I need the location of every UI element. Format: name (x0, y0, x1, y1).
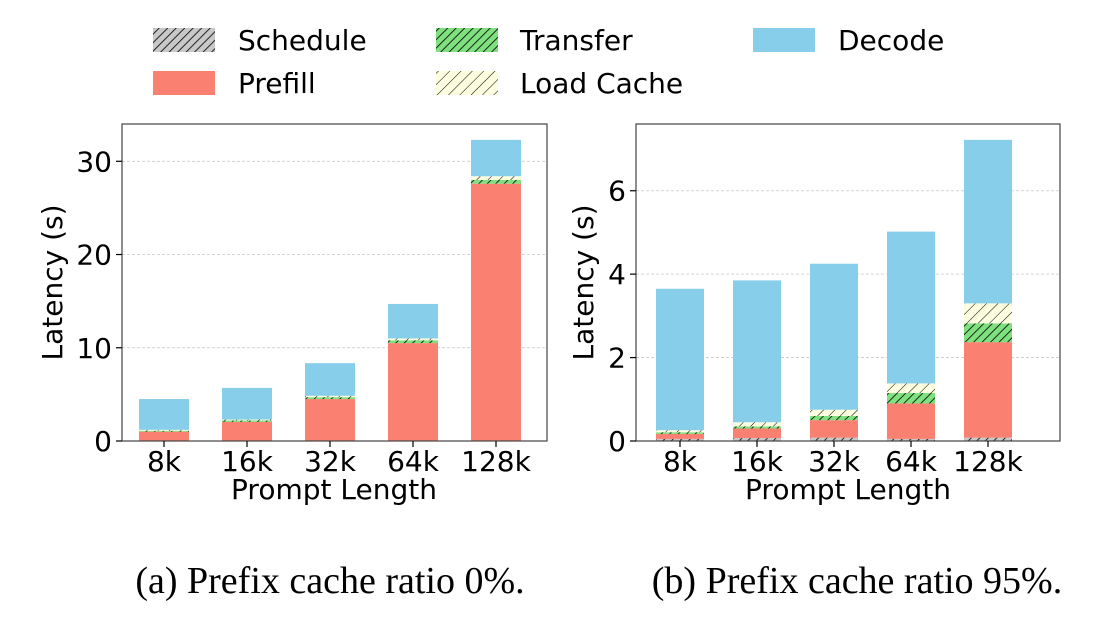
legend-item-decode: Decode (753, 24, 944, 57)
bar-hatch-a-16k-transfer (222, 420, 272, 422)
legend-label-schedule: Schedule (238, 24, 367, 57)
bar-hatch-a-32k-load_cache (305, 395, 355, 398)
bar-hatch-a-64k-load_cache (388, 338, 438, 341)
x-axis-label-a: Prompt Length (231, 473, 437, 506)
bar-a-32k-prefill (305, 399, 355, 441)
bar-hatch-a-8k-transfer (139, 430, 189, 432)
bar-hatch-b-64k-schedule (887, 438, 935, 441)
legend: Schedule Transfer Decode Prefill Load Ca… (153, 24, 944, 100)
bar-hatch-a-128k-transfer (471, 179, 521, 184)
bar-hatch-a-8k-load_cache (139, 429, 189, 431)
bar-hatch-b-32k-load_cache (810, 409, 858, 416)
bar-b-8k-decode (656, 288, 704, 431)
bar-a-16k-prefill (222, 421, 272, 441)
bar-hatch-b-32k-transfer (810, 415, 858, 421)
bar-b-8k-prefill (656, 433, 704, 439)
x-tick-label-a-2: 32k (304, 445, 357, 478)
bar-hatch-b-32k-schedule (810, 437, 858, 441)
y-tick-label-b-0: 0 (608, 425, 626, 458)
y-axis-label-b: Latency (s) (567, 204, 600, 360)
bar-hatch-b-16k-load_cache (733, 422, 781, 427)
bar-a-128k-prefill (471, 183, 521, 441)
bar-hatch-b-64k-transfer (887, 393, 935, 404)
bar-b-16k-prefill (733, 428, 781, 439)
y-tick-label-a-2: 20 (76, 239, 112, 272)
x-tick-label-b-4: 128k (953, 445, 1023, 478)
x-tick-label-b-2: 32k (808, 445, 861, 478)
bar-b-64k-decode (887, 231, 935, 384)
axes-frame-a (121, 123, 548, 442)
bar-a-64k-decode (388, 303, 438, 339)
x-tick-label-a-3: 64k (387, 445, 440, 478)
bar-hatch-b-8k-transfer (656, 432, 704, 434)
legend-swatch-decode (753, 28, 815, 52)
legend-item-prefill: Prefill (153, 67, 316, 100)
legend-label-decode: Decode (838, 24, 944, 57)
y-tick-label-a-1: 10 (76, 332, 112, 365)
bar-a-32k-decode (305, 363, 355, 396)
y-tick-label-b-2: 4 (608, 258, 626, 291)
axes-frame-b (635, 123, 1061, 442)
caption-b: (b) Prefix cache ratio 95%. (652, 560, 1062, 602)
caption-a: (a) Prefix cache ratio 0%. (135, 560, 524, 602)
chart-panel-a: 0 10 20 30 8k 16k 32k 64k 128k Prompt Length Laten… (36, 123, 548, 506)
legend-hatch-load-cache (436, 71, 498, 95)
legend-item-load-cache: Load Cache (436, 67, 683, 100)
x-axis-label-b: Prompt Length (745, 473, 951, 506)
x-tick-label-a-4: 128k (461, 445, 531, 478)
bar-hatch-a-16k-load_cache (222, 419, 272, 421)
legend-label-transfer: Transfer (519, 24, 633, 57)
bar-b-128k-prefill (964, 342, 1012, 438)
legend-hatch-transfer (436, 28, 498, 52)
bar-a-8k-decode (139, 399, 189, 430)
legend-label-load-cache: Load Cache (520, 67, 683, 100)
bar-hatch-b-16k-schedule (733, 438, 781, 441)
bar-hatch-b-64k-load_cache (887, 383, 935, 394)
bar-b-128k-decode (964, 139, 1012, 304)
y-tick-label-a-3: 30 (76, 145, 112, 178)
x-tick-label-b-0: 8k (663, 445, 698, 478)
bar-hatch-b-128k-schedule (964, 437, 1012, 441)
x-tick-label-a-0: 8k (147, 445, 182, 478)
bar-hatch-b-128k-load_cache (964, 303, 1012, 324)
bar-hatch-a-64k-transfer (388, 340, 438, 344)
x-tick-label-b-1: 16k (731, 445, 784, 478)
x-tick-label-a-1: 16k (221, 445, 274, 478)
bar-hatch-a-128k-load_cache (471, 176, 521, 180)
bar-b-64k-prefill (887, 403, 935, 439)
bar-a-8k-prefill (139, 431, 189, 441)
bar-b-16k-decode (733, 280, 781, 423)
bar-a-16k-decode (222, 387, 272, 420)
legend-item-schedule: Schedule (153, 24, 367, 57)
bar-a-64k-prefill (388, 343, 438, 441)
y-tick-label-b-1: 2 (608, 342, 626, 375)
bar-hatch-b-8k-schedule (656, 438, 704, 441)
y-tick-label-a-0: 0 (94, 425, 112, 458)
y-axis-label-a: Latency (s) (36, 204, 69, 360)
bar-hatch-b-16k-transfer (733, 426, 781, 429)
legend-label-prefill: Prefill (238, 67, 316, 100)
bar-a-128k-decode (471, 139, 521, 177)
bar-b-32k-decode (810, 263, 858, 410)
bar-hatch-b-128k-transfer (964, 323, 1012, 343)
legend-swatch-prefill (153, 71, 215, 95)
bar-hatch-a-32k-transfer (305, 397, 355, 400)
bar-hatch-b-8k-load_cache (656, 430, 704, 433)
bar-b-32k-prefill (810, 420, 858, 438)
y-tick-label-b-3: 6 (608, 175, 626, 208)
legend-item-transfer: Transfer (436, 24, 633, 57)
legend-hatch-schedule (153, 28, 215, 52)
x-tick-label-b-3: 64k (885, 445, 938, 478)
